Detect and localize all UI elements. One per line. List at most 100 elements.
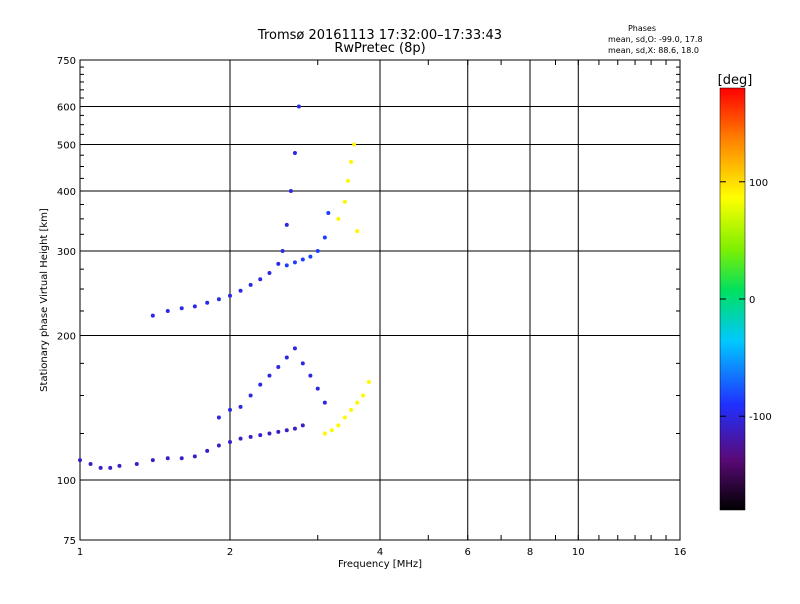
data-point (258, 433, 263, 438)
data-point (150, 313, 155, 318)
data-point (355, 229, 360, 234)
phases-x-line: mean, sd,X: 88.6, 18.0 (608, 46, 699, 55)
y-tick-label: 100 (57, 476, 76, 487)
data-point (216, 443, 221, 448)
data-point (280, 249, 285, 254)
x-tick-label: 6 (465, 547, 471, 558)
colorbar-tick-label: 100 (749, 178, 768, 189)
data-point (216, 415, 221, 420)
data-point (248, 393, 253, 398)
data-point (150, 458, 155, 463)
data-point (308, 254, 313, 259)
y-tick-label: 75 (63, 536, 76, 547)
data-point (342, 415, 347, 420)
data-point (258, 382, 263, 387)
data-point (326, 211, 331, 216)
x-tick-label: 8 (527, 547, 533, 558)
data-point (248, 434, 253, 439)
data-point (329, 428, 334, 433)
data-point (322, 235, 327, 240)
data-point (349, 407, 354, 412)
chart-subtitle: RwPretec (8p) (334, 41, 425, 56)
data-point (276, 429, 281, 434)
x-tick-label: 16 (674, 547, 687, 558)
phases-o-line: mean, sd,O: -99.0, 17.8 (608, 35, 703, 44)
data-point (292, 426, 297, 431)
data-point (342, 199, 347, 204)
x-tick-label: 4 (377, 547, 383, 558)
data-point (88, 461, 93, 466)
data-point (349, 159, 354, 164)
data-point (108, 465, 113, 470)
y-tick-label: 600 (57, 103, 76, 114)
data-point (284, 263, 289, 268)
data-points (78, 104, 371, 470)
data-point (284, 428, 289, 433)
data-point (238, 288, 243, 293)
data-point (288, 189, 293, 194)
data-point (322, 400, 327, 405)
data-point (192, 454, 197, 459)
data-point (98, 465, 103, 470)
x-tick-label: 2 (227, 547, 233, 558)
data-point (336, 423, 341, 428)
data-point (300, 423, 305, 428)
data-point (345, 178, 350, 183)
phases-header: Phases (628, 24, 656, 33)
x-axis-label: Frequency [MHz] (338, 559, 422, 570)
data-point (315, 386, 320, 391)
colorbar-tick-label: -100 (749, 412, 772, 423)
data-point (216, 297, 221, 302)
y-tick-label: 300 (57, 247, 76, 258)
data-point (248, 282, 253, 287)
data-point (267, 373, 272, 378)
data-point (336, 216, 341, 221)
data-point (117, 463, 122, 468)
data-point (355, 400, 360, 405)
data-point (205, 448, 210, 453)
data-point (205, 300, 210, 305)
data-point (292, 346, 297, 351)
data-point (267, 270, 272, 275)
axis-ticks: 1 2 4 6 8 10 16 75 100 200 300 400 500 600 750 (57, 56, 686, 558)
y-tick-label: 500 (57, 141, 76, 152)
data-point (284, 222, 289, 227)
data-point (292, 260, 297, 265)
data-point (179, 306, 184, 311)
data-point (315, 249, 320, 254)
data-point (267, 431, 272, 436)
data-point (238, 436, 243, 441)
x-tick-label: 1 (77, 547, 83, 558)
data-point (228, 440, 232, 445)
data-point (366, 380, 371, 385)
data-point (78, 458, 82, 463)
data-point (292, 151, 297, 156)
y-axis-label: Stationary phase Virtual Height [km] (39, 208, 50, 392)
data-point (300, 361, 305, 366)
data-point (238, 404, 243, 409)
colorbar-tick-label: 0 (749, 295, 755, 306)
data-point (352, 142, 357, 147)
grid-lines (80, 60, 680, 540)
data-point (165, 456, 170, 461)
y-tick-label: 750 (57, 56, 76, 67)
y-tick-label: 400 (57, 187, 76, 198)
data-point (276, 261, 281, 266)
data-point (308, 373, 313, 378)
data-point (284, 355, 289, 360)
data-point (276, 364, 281, 369)
data-point (228, 407, 232, 412)
data-point (192, 304, 197, 309)
data-point (165, 308, 170, 313)
data-point (300, 257, 305, 262)
data-point (134, 461, 139, 466)
data-point (296, 104, 301, 109)
data-point (228, 293, 232, 298)
data-point (179, 456, 184, 461)
x-tick-label: 10 (572, 547, 585, 558)
colorbar-label: [deg] (718, 73, 753, 88)
colorbar-ticks: 100 0 -100 (720, 178, 772, 423)
data-point (322, 431, 327, 436)
chart-title: Tromsø 20161113 17:32:00–17:33:43 (257, 28, 502, 43)
